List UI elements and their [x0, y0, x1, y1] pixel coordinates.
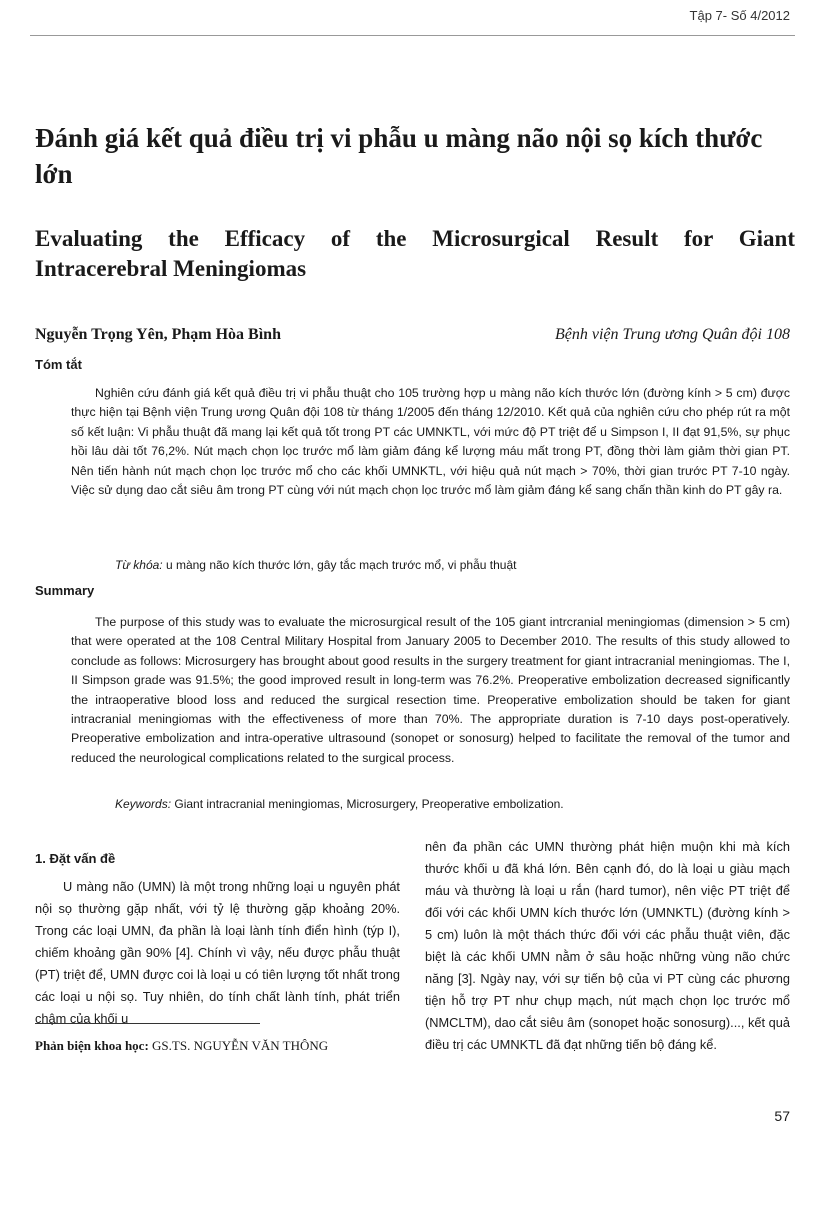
- title-english-line2: Intracerebral Meningiomas: [35, 256, 307, 281]
- journal-issue: Tập 7- Số 4/2012: [689, 8, 790, 23]
- keywords-label: Keywords:: [115, 797, 172, 811]
- header-divider: [30, 35, 795, 36]
- abstract-vi-text: Nghiên cứu đánh giá kết quả điều trị vi …: [71, 386, 790, 498]
- keywords-value: Giant intracranial meningiomas, Microsur…: [171, 797, 564, 811]
- summary-text: The purpose of this study was to evaluat…: [71, 615, 790, 765]
- title-vietnamese: Đánh giá kết quả điều trị vi phẫu u màng…: [35, 123, 763, 189]
- keywords-value: u màng não kích thước lớn, gây tắc mạch …: [162, 558, 517, 572]
- column-left: 1. Đặt vấn đề U màng não (UMN) là một tr…: [35, 848, 400, 1030]
- title-english-line1: Evaluating the Efficacy of the Microsurg…: [35, 226, 795, 251]
- footnote-label: Phản biện khoa học:: [35, 1038, 149, 1053]
- section-text-right: nên đa phần các UMN thường phát hiện muộ…: [425, 839, 790, 1052]
- footnote-divider: [35, 1023, 260, 1024]
- footnote: Phản biện khoa học: GS.TS. NGUYỄN VĂN TH…: [35, 1038, 328, 1054]
- keywords-label: Từ khóa:: [115, 558, 163, 572]
- summary-heading: Summary: [35, 583, 95, 598]
- section-heading: 1. Đặt vấn đề: [35, 851, 116, 866]
- keywords-en: Keywords: Giant intracranial meningiomas…: [115, 797, 564, 811]
- affiliation: Bệnh viện Trung ương Quân đội 108: [554, 326, 790, 343]
- page-number: 57: [774, 1108, 790, 1124]
- column-right: nên đa phần các UMN thường phát hiện muộ…: [425, 836, 790, 1056]
- keywords-vi: Từ khóa: u màng não kích thước lớn, gây …: [115, 558, 516, 572]
- footnote-text: GS.TS. NGUYỄN VĂN THÔNG: [148, 1038, 329, 1053]
- section-text-left: U màng não (UMN) là một trong những loại…: [35, 879, 400, 1026]
- abstract-vi-heading: Tóm tắt: [35, 357, 82, 372]
- authors: Nguyễn Trọng Yên, Phạm Hòa Bình: [35, 326, 281, 343]
